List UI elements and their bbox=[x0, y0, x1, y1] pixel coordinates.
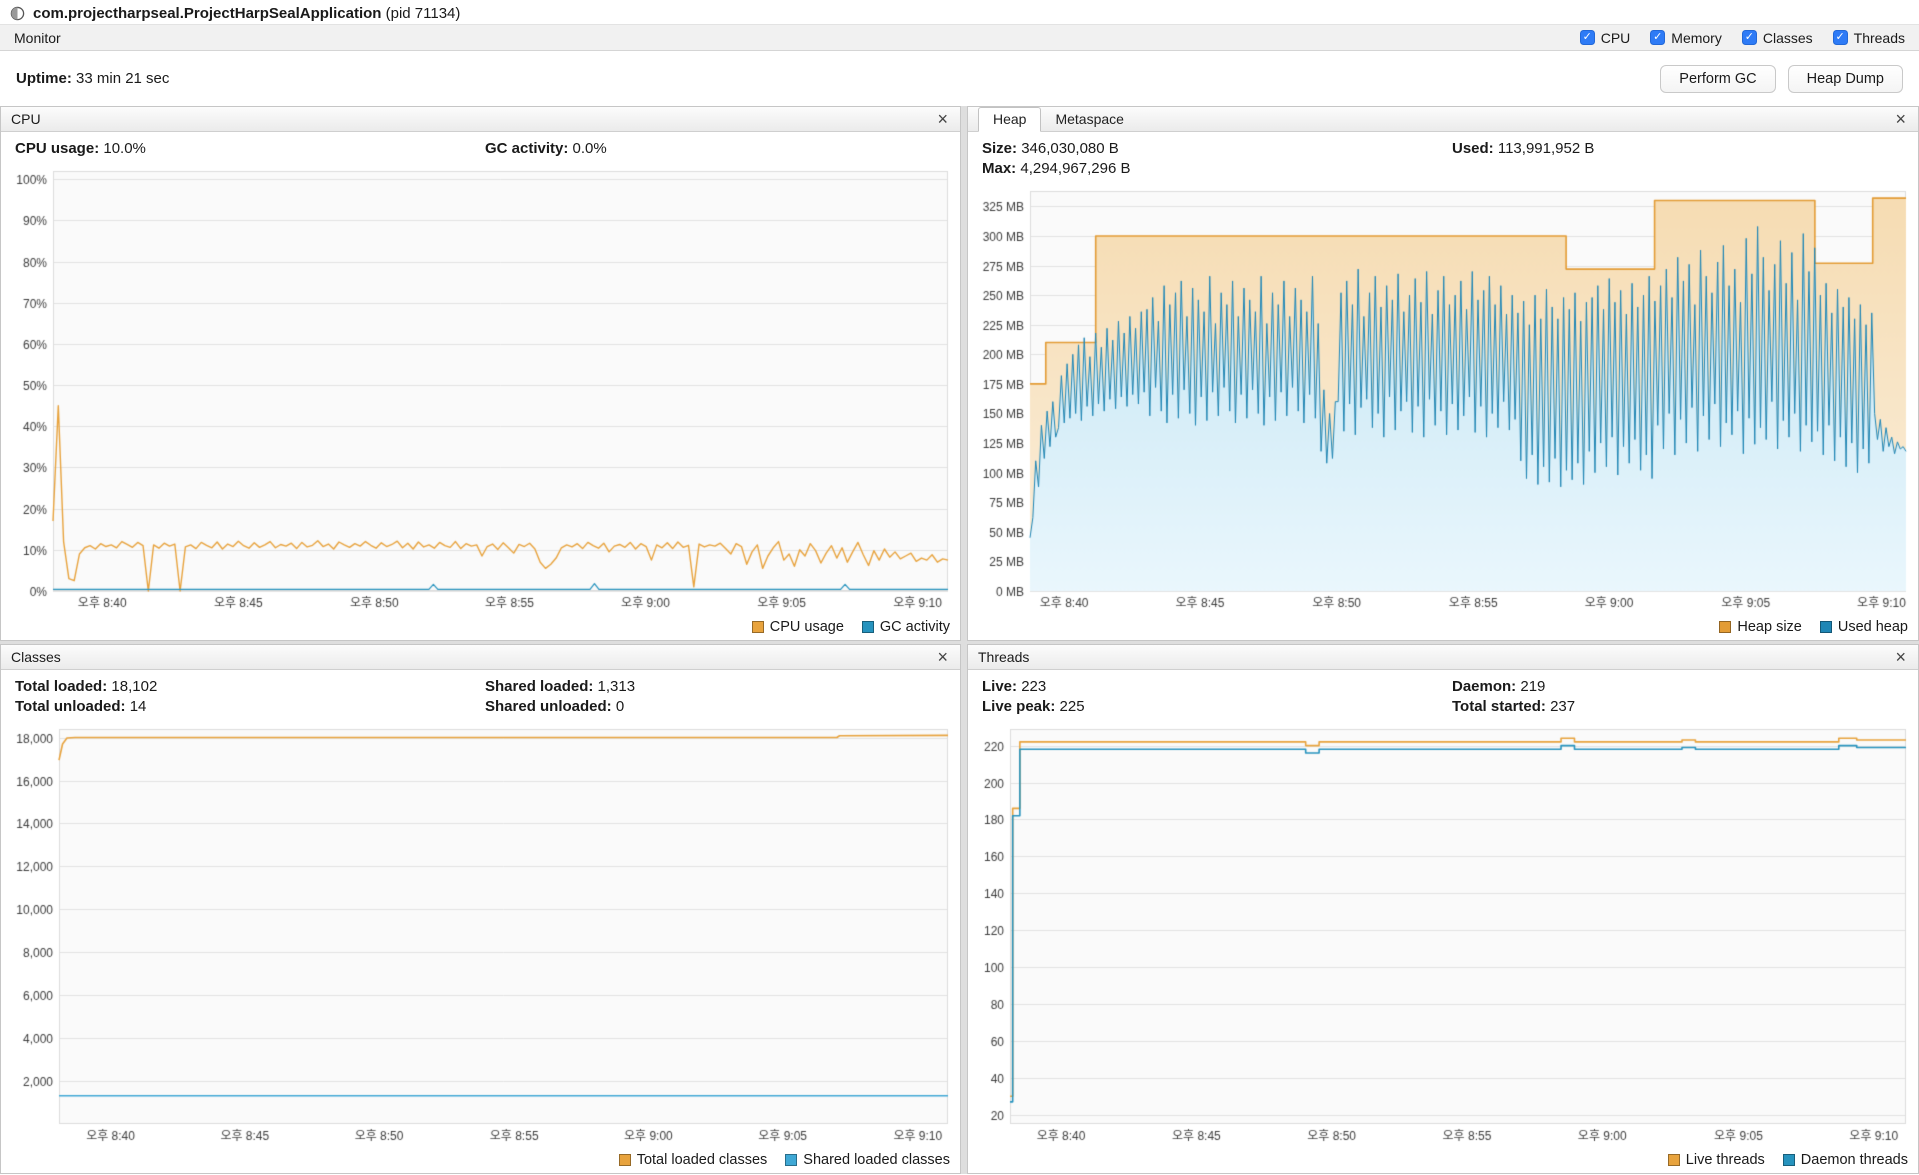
gc-activity-swatch-icon bbox=[861, 620, 874, 633]
total-loaded-stat: Total loaded: 18,102 bbox=[15, 678, 158, 695]
cpu-checkbox-icon[interactable]: ✓ bbox=[1579, 30, 1595, 45]
heap-dump-button[interactable]: Heap Dump bbox=[1787, 64, 1903, 93]
classes-panel-title: Classes bbox=[11, 649, 61, 665]
daemon-threads-stat: Daemon: 219 bbox=[1452, 678, 1546, 695]
classes-stats: Total loaded: 18,102 Total unloaded: 14 … bbox=[1, 670, 960, 719]
action-buttons: Perform GC Heap Dump bbox=[1660, 64, 1903, 93]
checkbox-cpu[interactable]: ✓ CPU bbox=[1579, 29, 1631, 46]
heap-size-legend-item: Heap size bbox=[1719, 619, 1802, 635]
threads-panel-close-icon[interactable]: × bbox=[1895, 647, 1906, 667]
cpu-panel-title: CPU bbox=[11, 111, 41, 127]
classes-panel: Classes × Total loaded: 18,102 Total unl… bbox=[0, 644, 961, 1174]
classes-legend: Total loaded classes Shared loaded class… bbox=[1, 1146, 960, 1173]
heap-panel-header: Heap Metaspace × bbox=[968, 107, 1918, 132]
window-titlebar: com.projectharpseal.ProjectHarpSealAppli… bbox=[0, 0, 1919, 24]
app-name: com.projectharpseal.ProjectHarpSealAppli… bbox=[33, 4, 382, 22]
heap-used-stat: Used: 113,991,952 B bbox=[1452, 140, 1595, 157]
cpu-stats: CPU usage: 10.0% GC activity: 0.0% bbox=[1, 132, 960, 161]
heap-panel: Heap Metaspace × Size: 346,030,080 B Max… bbox=[967, 106, 1919, 641]
tab-metaspace[interactable]: Metaspace bbox=[1055, 111, 1124, 127]
heap-legend: Heap size Used heap bbox=[968, 613, 1918, 640]
used-heap-swatch-icon bbox=[1819, 620, 1832, 633]
threads-legend: Live threads Daemon threads bbox=[968, 1146, 1918, 1173]
heap-size-stat: Size: 346,030,080 B bbox=[982, 140, 1119, 157]
heap-panel-close-icon[interactable]: × bbox=[1895, 109, 1906, 129]
cpu-panel: CPU × CPU usage: 10.0% GC activity: 0.0%… bbox=[0, 106, 961, 641]
classes-checkbox-icon[interactable]: ✓ bbox=[1741, 30, 1757, 45]
cpu-panel-header: CPU × bbox=[1, 107, 960, 132]
cpu-chart-area bbox=[1, 161, 960, 613]
shared-loaded-swatch-icon bbox=[785, 1153, 798, 1166]
live-threads-swatch-icon bbox=[1667, 1153, 1680, 1166]
gc-activity-stat: GC activity: 0.0% bbox=[485, 140, 607, 157]
daemon-threads-swatch-icon bbox=[1782, 1153, 1795, 1166]
live-threads-stat: Live: 223 bbox=[982, 678, 1047, 695]
threads-stats: Live: 223 Live peak: 225 Daemon: 219 Tot… bbox=[968, 670, 1918, 719]
shared-unloaded-stat: Shared unloaded: 0 bbox=[485, 698, 625, 715]
checkbox-cpu-label: CPU bbox=[1600, 29, 1631, 46]
cpu-panel-close-icon[interactable]: × bbox=[937, 109, 948, 129]
tab-heap[interactable]: Heap bbox=[978, 107, 1042, 132]
classes-chart bbox=[1, 719, 960, 1146]
live-peak-stat: Live peak: 225 bbox=[982, 698, 1085, 715]
threads-panel: Threads × Live: 223 Live peak: 225 Daemo… bbox=[967, 644, 1919, 1174]
cpu-usage-swatch-icon bbox=[751, 620, 764, 633]
gc-activity-legend-item: GC activity bbox=[861, 619, 950, 635]
daemon-threads-legend-item: Daemon threads bbox=[1782, 1152, 1908, 1168]
checkbox-memory[interactable]: ✓ Memory bbox=[1650, 30, 1722, 46]
cpu-legend: CPU usage GC activity bbox=[1, 613, 960, 640]
window-title: com.projectharpseal.ProjectHarpSealAppli… bbox=[33, 5, 460, 22]
panels-grid: CPU × CPU usage: 10.0% GC activity: 0.0%… bbox=[0, 106, 1919, 1174]
threads-panel-header: Threads × bbox=[968, 645, 1918, 670]
checkbox-threads-label: Threads bbox=[1853, 29, 1905, 46]
cpu-usage-legend-item: CPU usage bbox=[751, 619, 844, 635]
cpu-chart bbox=[1, 161, 960, 613]
threads-chart bbox=[968, 719, 1918, 1146]
shared-loaded-stat: Shared loaded: 1,313 bbox=[485, 678, 636, 695]
classes-chart-area bbox=[1, 719, 960, 1146]
total-loaded-legend-item: Total loaded classes bbox=[618, 1152, 767, 1168]
threads-chart-area bbox=[968, 719, 1918, 1146]
heap-size-swatch-icon bbox=[1719, 620, 1732, 633]
classes-panel-header: Classes × bbox=[1, 645, 960, 670]
pid-label: (pid 71134) bbox=[381, 4, 461, 22]
uptime: Uptime: 33 min 21 sec bbox=[16, 70, 169, 87]
app-icon bbox=[10, 6, 25, 20]
monitor-toolbar: Monitor ✓ CPU ✓ Memory ✓ Classes ✓ Threads bbox=[0, 24, 1919, 51]
monitor-label: Monitor bbox=[14, 29, 61, 46]
checkbox-threads[interactable]: ✓ Threads bbox=[1832, 29, 1905, 46]
total-unloaded-stat: Total unloaded: 14 bbox=[15, 698, 147, 715]
checkbox-memory-label: Memory bbox=[1671, 29, 1722, 46]
uptime-label: Uptime: bbox=[16, 70, 72, 87]
shared-loaded-legend-item: Shared loaded classes bbox=[785, 1152, 950, 1168]
used-heap-legend-item: Used heap bbox=[1819, 619, 1908, 635]
uptime-value: 33 min 21 sec bbox=[76, 70, 170, 87]
cpu-usage-stat: CPU usage: 10.0% bbox=[15, 140, 146, 157]
heap-max-stat: Max: 4,294,967,296 B bbox=[982, 160, 1131, 177]
heap-tabs: Heap Metaspace bbox=[978, 107, 1138, 132]
checkbox-classes-label: Classes bbox=[1762, 29, 1813, 46]
memory-checkbox-icon[interactable]: ✓ bbox=[1650, 30, 1666, 45]
action-row: Uptime: 33 min 21 sec Perform GC Heap Du… bbox=[0, 51, 1919, 106]
classes-panel-close-icon[interactable]: × bbox=[937, 647, 948, 667]
heap-stats: Size: 346,030,080 B Max: 4,294,967,296 B… bbox=[968, 132, 1918, 181]
total-started-stat: Total started: 237 bbox=[1452, 698, 1576, 715]
perform-gc-button[interactable]: Perform GC bbox=[1660, 64, 1776, 93]
heap-chart-area bbox=[968, 181, 1918, 613]
threads-checkbox-icon[interactable]: ✓ bbox=[1832, 30, 1848, 45]
total-loaded-swatch-icon bbox=[618, 1153, 631, 1166]
threads-panel-title: Threads bbox=[978, 649, 1030, 665]
heap-chart bbox=[968, 181, 1918, 613]
live-threads-legend-item: Live threads bbox=[1667, 1152, 1765, 1168]
checkbox-classes[interactable]: ✓ Classes bbox=[1741, 29, 1813, 46]
